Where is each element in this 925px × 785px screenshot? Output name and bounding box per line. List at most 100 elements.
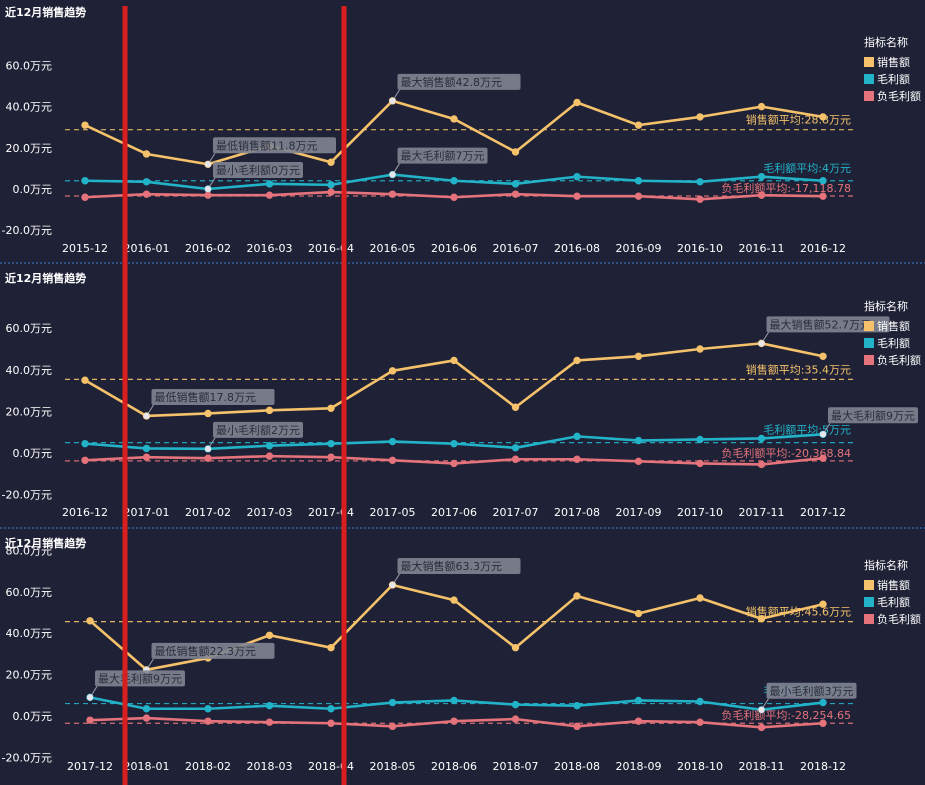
data-point-sales[interactable] [265, 406, 274, 415]
data-point-profit[interactable] [819, 698, 827, 707]
data-point-sales[interactable] [634, 352, 643, 360]
data-point-sales[interactable] [573, 356, 581, 365]
data-point-neg-profit[interactable] [388, 722, 397, 731]
data-point-neg-profit[interactable] [388, 456, 397, 464]
data-point-sales[interactable] [696, 594, 704, 602]
data-point-neg-profit[interactable] [696, 195, 704, 204]
data-point-sales[interactable] [204, 409, 212, 418]
data-point-neg-profit[interactable] [573, 455, 581, 463]
data-point-neg-profit[interactable] [450, 717, 458, 725]
data-point-neg-profit[interactable] [450, 459, 458, 468]
data-point-profit[interactable] [142, 444, 151, 453]
data-point-neg-profit[interactable] [573, 192, 581, 200]
data-point-neg-profit[interactable] [81, 456, 89, 464]
data-point-profit[interactable] [511, 180, 520, 188]
data-point-sales[interactable] [696, 345, 704, 353]
data-point-neg-profit[interactable] [573, 722, 581, 731]
data-point-profit[interactable] [696, 435, 704, 444]
data-point-sales[interactable] [511, 643, 520, 652]
data-point-neg-profit[interactable] [265, 718, 274, 726]
data-point-sales[interactable] [450, 356, 458, 365]
data-point-neg-profit[interactable] [634, 192, 643, 200]
data-point-neg-profit[interactable] [327, 453, 335, 461]
data-point-profit[interactable] [142, 178, 151, 186]
data-point-neg-profit[interactable] [757, 723, 766, 732]
data-point-neg-profit[interactable] [511, 455, 520, 463]
data-point-neg-profit[interactable] [696, 459, 704, 468]
legend-item-profit[interactable]: 毛利额 [864, 73, 910, 86]
legend-item-sales[interactable]: 销售额 [864, 578, 910, 592]
data-point-profit[interactable] [634, 436, 643, 445]
legend-item-neg-profit[interactable]: 负毛利额 [864, 353, 921, 367]
data-point-neg-profit[interactable] [204, 454, 212, 462]
data-point-neg-profit[interactable] [634, 457, 643, 466]
data-point-profit[interactable] [142, 705, 151, 713]
data-point-sales[interactable] [81, 376, 89, 384]
data-point-profit[interactable] [511, 700, 520, 709]
data-point-sales[interactable] [573, 592, 581, 600]
data-point-sales[interactable] [511, 403, 520, 411]
data-point-profit[interactable] [573, 701, 581, 710]
data-point-profit[interactable] [757, 434, 766, 443]
data-point-sales[interactable] [327, 158, 335, 166]
data-point-profit[interactable] [450, 177, 458, 185]
data-point-sales[interactable] [511, 148, 520, 156]
data-point-sales[interactable] [634, 121, 643, 129]
legend-item-sales[interactable]: 销售额 [864, 319, 910, 333]
data-point-profit[interactable] [327, 181, 335, 189]
data-point-profit[interactable] [573, 432, 581, 441]
data-point-profit[interactable] [265, 701, 274, 710]
data-point-sales[interactable] [757, 615, 766, 623]
data-point-neg-profit[interactable] [142, 453, 151, 461]
data-point-profit[interactable] [511, 444, 520, 452]
data-point-neg-profit[interactable] [142, 190, 151, 198]
data-point-sales[interactable] [819, 600, 827, 608]
data-point-neg-profit[interactable] [142, 714, 151, 722]
data-point-profit[interactable] [327, 705, 335, 713]
data-point-profit[interactable] [388, 437, 397, 446]
legend-item-profit[interactable]: 毛利额 [864, 596, 910, 609]
data-point-profit[interactable] [81, 439, 89, 448]
data-point-sales[interactable] [573, 98, 581, 107]
data-point-profit[interactable] [573, 172, 581, 181]
data-point-profit[interactable] [696, 178, 704, 186]
data-point-sales[interactable] [86, 617, 94, 625]
data-point-neg-profit[interactable] [511, 715, 520, 723]
legend-item-neg-profit[interactable]: 负毛利额 [864, 612, 921, 626]
data-point-neg-profit[interactable] [265, 452, 274, 460]
data-point-profit[interactable] [757, 172, 766, 181]
data-point-neg-profit[interactable] [204, 717, 212, 725]
data-point-sales[interactable] [757, 102, 766, 111]
data-point-profit[interactable] [81, 177, 89, 185]
data-point-neg-profit[interactable] [81, 193, 89, 201]
data-point-neg-profit[interactable] [204, 191, 212, 199]
data-point-neg-profit[interactable] [757, 191, 766, 199]
data-point-sales[interactable] [696, 113, 704, 121]
data-point-sales[interactable] [450, 596, 458, 604]
data-point-neg-profit[interactable] [86, 716, 94, 724]
data-point-sales[interactable] [819, 352, 827, 360]
data-point-neg-profit[interactable] [327, 188, 335, 196]
data-point-profit[interactable] [696, 697, 704, 706]
legend-item-profit[interactable]: 毛利额 [864, 337, 910, 350]
data-point-sales[interactable] [327, 643, 335, 652]
data-point-profit[interactable] [265, 180, 274, 188]
data-point-neg-profit[interactable] [511, 190, 520, 198]
data-point-neg-profit[interactable] [819, 454, 827, 462]
data-point-profit[interactable] [327, 439, 335, 448]
data-point-profit[interactable] [634, 696, 643, 705]
data-point-profit[interactable] [634, 177, 643, 185]
data-point-sales[interactable] [450, 115, 458, 123]
data-point-sales[interactable] [81, 121, 89, 129]
data-point-neg-profit[interactable] [819, 192, 827, 200]
data-point-sales[interactable] [265, 631, 274, 639]
data-point-profit[interactable] [450, 696, 458, 705]
data-point-neg-profit[interactable] [327, 719, 335, 727]
data-point-sales[interactable] [819, 113, 827, 121]
data-point-neg-profit[interactable] [819, 719, 827, 727]
data-point-neg-profit[interactable] [388, 190, 397, 198]
data-point-sales[interactable] [634, 609, 643, 618]
data-point-neg-profit[interactable] [450, 193, 458, 201]
data-point-neg-profit[interactable] [265, 191, 274, 199]
data-point-profit[interactable] [819, 177, 827, 185]
